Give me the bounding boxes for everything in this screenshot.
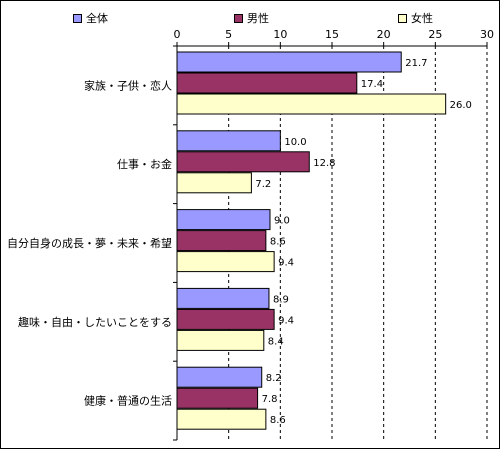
legend-label-series-2: 男性: [247, 12, 269, 25]
bar-1-series-2: [176, 72, 358, 94]
x-tick-label-20: 20: [377, 28, 391, 41]
legend-swatch-series-3: [398, 13, 407, 23]
data-label-1-series-2: 17.4: [361, 79, 383, 90]
bar-5-series-3: [176, 408, 267, 430]
legend-label-series-1: 全体: [86, 12, 108, 25]
category-label-3: 自分自身の成長・夢・未来・希望: [7, 236, 172, 250]
x-tick-label-10: 10: [273, 28, 287, 41]
data-label-3-series-3: 9.4: [278, 258, 294, 269]
data-label-2-series-1: 10.0: [284, 137, 306, 148]
x-tick-label-0: 0: [174, 28, 181, 41]
category-label-5: 健康・普通の生活: [84, 394, 172, 408]
bar-5-series-2: [176, 387, 259, 409]
bar-1-series-3: [176, 93, 447, 115]
x-tick-label-25: 25: [428, 28, 442, 41]
data-label-3-series-2: 8.6: [270, 237, 286, 248]
x-tick-label-30: 30: [480, 28, 494, 41]
bar-2-series-2: [176, 151, 310, 173]
category-label-4: 趣味・自由・したいことをする: [18, 315, 172, 329]
bar-3-series-2: [176, 230, 267, 252]
data-label-1-series-3: 26.0: [450, 100, 472, 111]
bar-4-series-2: [176, 308, 275, 330]
category-label-1: 家族・子供・恋人: [84, 78, 172, 92]
legend-item-series-2: 男性: [234, 10, 269, 26]
bar-3-series-3: [176, 251, 275, 273]
x-tick-label-5: 5: [225, 28, 232, 41]
bar-3-series-1: [176, 209, 271, 231]
legend-item-series-1: 全体: [73, 10, 108, 26]
data-label-4-series-3: 8.4: [268, 336, 284, 347]
data-label-5-series-2: 7.8: [262, 394, 278, 405]
data-label-2-series-3: 7.2: [255, 179, 271, 190]
legend-label-series-3: 女性: [411, 12, 433, 25]
bar-4-series-1: [176, 287, 270, 309]
bar-1-series-1: [176, 51, 402, 73]
bar-2-series-1: [176, 130, 281, 152]
legend-swatch-series-2: [234, 13, 243, 23]
x-tick-label-15: 15: [325, 28, 339, 41]
data-label-1-series-1: 21.7: [405, 58, 427, 69]
legend-swatch-series-1: [73, 13, 82, 23]
bar-5-series-1: [176, 366, 263, 388]
bar-4-series-3: [176, 329, 265, 351]
data-label-5-series-3: 8.6: [270, 415, 286, 426]
bar-2-series-3: [176, 172, 252, 194]
data-label-4-series-2: 9.4: [278, 315, 294, 326]
data-label-2-series-2: 12.8: [313, 158, 335, 169]
data-label-5-series-1: 8.2: [266, 373, 282, 384]
category-label-2: 仕事・お金: [117, 157, 172, 171]
legend-item-series-3: 女性: [398, 10, 433, 26]
data-label-4-series-1: 8.9: [273, 294, 289, 305]
data-label-3-series-1: 9.0: [274, 216, 290, 227]
